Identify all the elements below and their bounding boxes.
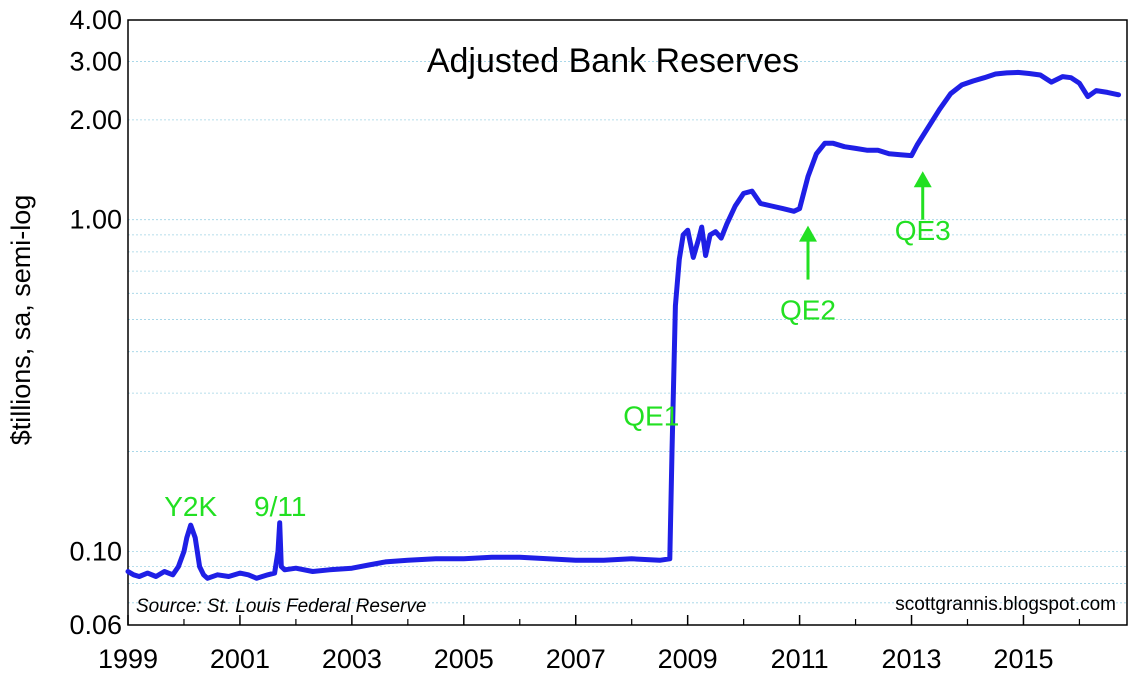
annotation-arrowhead-qe2 (798, 225, 817, 242)
annotation-9-11: 9/11 (254, 491, 306, 522)
x-tick-label: 2001 (210, 644, 270, 674)
x-tick-label: 2003 (322, 644, 382, 674)
x-tick-label: 1999 (98, 644, 158, 674)
x-tick-label: 2007 (546, 644, 606, 674)
y-axis-label: $tillions, sa, semi-log (6, 195, 36, 446)
y-tick-label: 4.00 (69, 5, 122, 35)
chart-title: Adjusted Bank Reserves (427, 42, 799, 80)
annotation-qe3: QE3 (895, 215, 951, 246)
axis-ticks (127, 615, 1081, 625)
source-note: Source: St. Louis Federal Reserve (136, 596, 426, 617)
annotation-qe1: QE1 (623, 400, 679, 431)
y-tick-label: 1.00 (69, 205, 122, 235)
x-tick-label: 2009 (658, 644, 718, 674)
annotation-qe2: QE2 (780, 295, 836, 326)
y-tick-label: 2.00 (69, 105, 122, 135)
y-tick-label: 0.06 (69, 610, 122, 640)
y-axis-tick-labels: 0.06 0.10 1.00 2.00 3.00 4.00 (69, 5, 122, 640)
x-tick-label: 2013 (881, 644, 941, 674)
x-tick-label: 2015 (993, 644, 1053, 674)
y-tick-label: 3.00 (69, 46, 122, 76)
y-tick-label: 0.10 (69, 536, 122, 566)
series-layer (125, 69, 1122, 581)
x-tick-label: 2011 (771, 644, 829, 674)
annotation-arrowhead-qe3 (913, 171, 932, 188)
credit-text: scottgrannis.blogspot.com (895, 594, 1116, 615)
plot-frame (127, 19, 1128, 626)
x-axis-tick-labels: 1999 2001 2003 2005 2007 2009 2011 2013 2015 (98, 644, 1054, 674)
series-line-bank-reserves (125, 69, 1122, 581)
annotations: Y2K 9/11 QE1 QE2 QE3 (164, 171, 951, 522)
annotation-y2k: Y2K (164, 491, 217, 522)
x-tick-label: 2005 (434, 644, 494, 674)
